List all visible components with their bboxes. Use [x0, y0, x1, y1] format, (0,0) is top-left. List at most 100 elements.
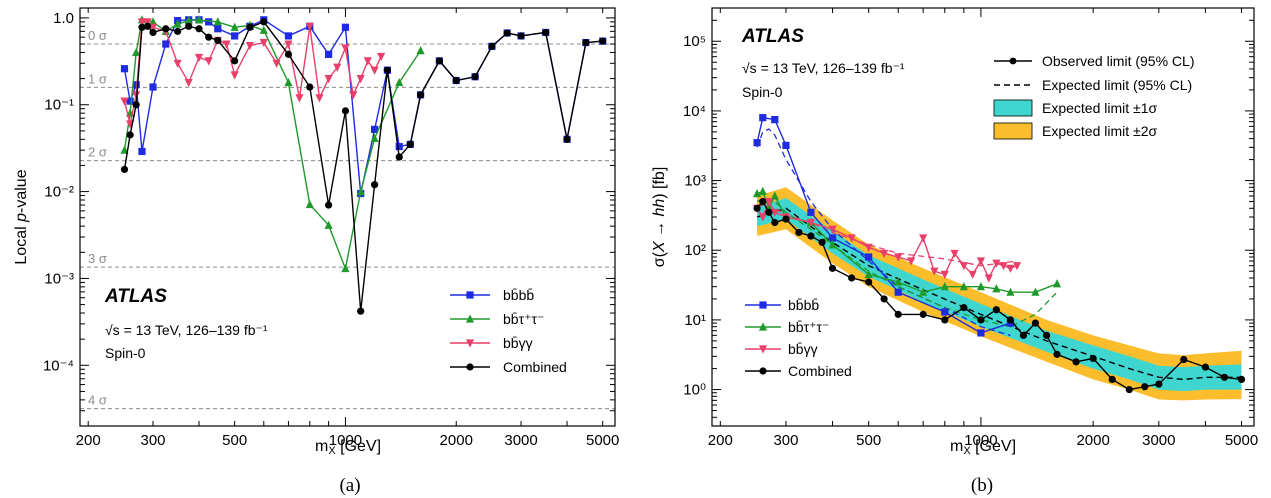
data-point: [214, 25, 222, 33]
data-point: [324, 220, 333, 229]
data-point: [582, 38, 590, 47]
data-point: [259, 38, 268, 48]
data-point: [1125, 385, 1133, 394]
spin-label-a: Spin-0: [105, 345, 146, 361]
data-point: [1155, 380, 1163, 388]
data-point: [272, 59, 281, 68]
data-point: [195, 25, 203, 33]
data-point: [341, 107, 350, 115]
axis-ticks-b: 200 300 500 1000 2000 3000 5000 10⁰ 10¹ 10² 10³ 10⁴…: [683, 7, 1258, 449]
data-point: [284, 77, 293, 87]
y-tick-label: 10⁴: [683, 103, 706, 120]
legend-marker: [465, 339, 475, 348]
data-point: [259, 25, 268, 34]
data-point: [370, 125, 379, 134]
x-tick-label: 2000: [440, 432, 473, 449]
data-point: [753, 139, 761, 147]
data-point: [563, 135, 571, 143]
x-axis-title-b: mX [GeV]: [950, 438, 1016, 457]
data-point: [795, 228, 803, 237]
data-point: [1006, 264, 1015, 273]
data-point: [880, 249, 889, 259]
x-tick-label: 5000: [586, 432, 619, 449]
legend-limits: Observed limit (95% CL) Expected limit (9…: [993, 53, 1195, 140]
y-tick-label: 10¹: [684, 312, 706, 329]
data-point: [132, 81, 140, 89]
sigma-labels: 0 σ 1 σ 2 σ 3 σ 4 σ: [88, 28, 107, 408]
data-point: [599, 37, 607, 45]
data-point: [222, 40, 231, 49]
legend-label: bb̄bb̄: [788, 297, 819, 313]
expected-channel-line: [756, 128, 1011, 337]
data-point: [126, 97, 134, 105]
data-point: [1089, 354, 1097, 363]
data-point: [999, 262, 1008, 271]
data-point: [356, 75, 365, 84]
x-tick-label: 300: [773, 432, 798, 449]
data-point: [950, 249, 959, 259]
data-point: [865, 253, 873, 261]
data-point: [230, 22, 239, 31]
legend-label: Observed limit (95% CL): [1042, 53, 1195, 69]
y-tick-label: 10⁵: [683, 33, 706, 50]
data-point: [383, 66, 391, 74]
data-point: [782, 141, 790, 149]
data-point: [120, 145, 129, 154]
y-tick-label: 10⁻¹: [44, 97, 74, 114]
data-point: [173, 19, 182, 28]
data-point: [864, 269, 873, 278]
data-point: [184, 16, 193, 25]
legend-label: Expected limit ±2σ: [1042, 123, 1158, 139]
sigma-label: 2 σ: [88, 145, 107, 160]
data-point: [771, 116, 779, 124]
legend-marker: [758, 322, 768, 331]
data-point: [356, 186, 365, 196]
data-point: [349, 91, 358, 100]
legend-marker: [1009, 57, 1017, 65]
y-tick-label: 10⁰: [683, 382, 706, 399]
expected-bands: [756, 187, 1242, 401]
data-point: [184, 78, 193, 88]
x-tick-label: 200: [76, 432, 101, 449]
data-point: [306, 83, 314, 91]
data-point: [315, 94, 324, 103]
data-point: [503, 29, 511, 37]
data-point: [120, 97, 129, 106]
data-point: [1180, 355, 1188, 364]
spin-label-b: Spin-0: [742, 84, 783, 100]
panel-label-b: (b): [971, 475, 993, 496]
data-point: [1072, 358, 1080, 366]
data-point: [1012, 262, 1022, 271]
data-point: [752, 189, 762, 198]
limit-curves: [752, 114, 1246, 394]
data-point: [204, 57, 213, 66]
legend-marker: [759, 301, 767, 309]
y-tick-label: 10⁻⁴: [43, 357, 74, 374]
data-point: [406, 140, 414, 148]
data-point: [173, 59, 182, 68]
data-point: [143, 18, 152, 27]
data-point: [132, 91, 141, 100]
data-point: [370, 181, 379, 189]
data-point: [341, 44, 350, 53]
y-tick-label: 1.0: [53, 10, 74, 27]
legend-label: bb̄γγ: [788, 341, 818, 357]
data-point: [1141, 383, 1149, 391]
data-point: [138, 23, 146, 31]
data-point: [894, 277, 903, 286]
data-point: [284, 50, 293, 58]
atlas-label-b: ATLAS: [741, 26, 804, 47]
atlas-label-a: ATLAS: [104, 286, 167, 307]
data-point: [759, 114, 767, 122]
data-point: [907, 257, 916, 266]
data-point: [828, 240, 837, 249]
data-point: [976, 257, 986, 266]
data-point: [864, 243, 873, 252]
plot-frame-a: [79, 7, 616, 427]
data-point: [488, 42, 496, 50]
sigma-label: 3 σ: [88, 251, 107, 266]
data-point: [828, 264, 837, 272]
data-point: [806, 218, 816, 228]
data-point: [120, 65, 129, 73]
